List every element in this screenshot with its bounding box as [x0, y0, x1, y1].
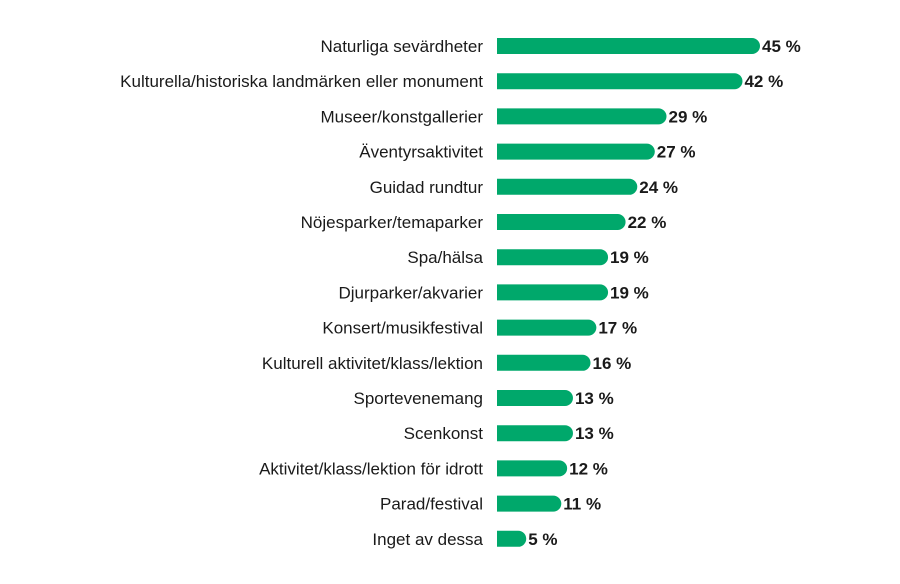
value-label: 22 % [628, 213, 667, 232]
bar [497, 284, 609, 301]
value-label: 17 % [598, 319, 637, 338]
value-label: 11 % [563, 495, 601, 514]
value-label: 19 % [610, 248, 649, 267]
bar [497, 73, 743, 90]
category-label: Djurparker/akvarier [338, 283, 483, 302]
category-label: Sportevenemang [354, 389, 483, 408]
labels-layer: Naturliga sevärdheter 45 % Kulturella/hist… [120, 37, 801, 549]
bar [497, 319, 597, 336]
category-label: Museer/konstgallerier [320, 107, 483, 126]
value-label: 45 % [762, 37, 801, 56]
bar [497, 178, 638, 195]
bar [497, 143, 655, 160]
bar [497, 495, 562, 512]
category-label: Kulturella/historiska landmärken eller m… [120, 72, 483, 91]
bar [497, 108, 667, 125]
bar [497, 425, 573, 442]
category-label: Scenkonst [404, 424, 484, 443]
category-label: Konsert/musikfestival [322, 319, 483, 338]
bar [497, 354, 591, 371]
category-label: Naturliga sevärdheter [320, 37, 483, 56]
value-label: 16 % [593, 354, 632, 373]
category-label: Kulturell aktivitet/klass/lektion [262, 354, 483, 373]
bar [497, 38, 760, 54]
category-label: Inget av dessa [372, 530, 483, 549]
value-label: 29 % [668, 107, 707, 126]
value-label: 42 % [744, 72, 783, 91]
bar [497, 530, 527, 547]
category-label: Äventyrsaktivitet [359, 143, 483, 162]
value-label: 5 % [528, 530, 557, 549]
bars-layer [497, 38, 760, 547]
value-label: 13 % [575, 424, 614, 443]
bar [497, 249, 609, 266]
bar [497, 390, 573, 406]
value-label: 19 % [610, 283, 649, 302]
category-label: Parad/festival [380, 495, 483, 514]
category-label: Guidad rundtur [370, 178, 484, 197]
bar [497, 460, 568, 477]
value-label: 13 % [575, 389, 614, 408]
bar [497, 214, 626, 230]
value-label: 27 % [657, 143, 696, 162]
value-label: 24 % [639, 178, 678, 197]
category-label: Nöjesparker/temaparker [301, 213, 484, 232]
value-label: 12 % [569, 459, 608, 478]
category-label: Aktivitet/klass/lektion för idrott [259, 459, 483, 478]
category-label: Spa/hälsa [407, 248, 483, 267]
